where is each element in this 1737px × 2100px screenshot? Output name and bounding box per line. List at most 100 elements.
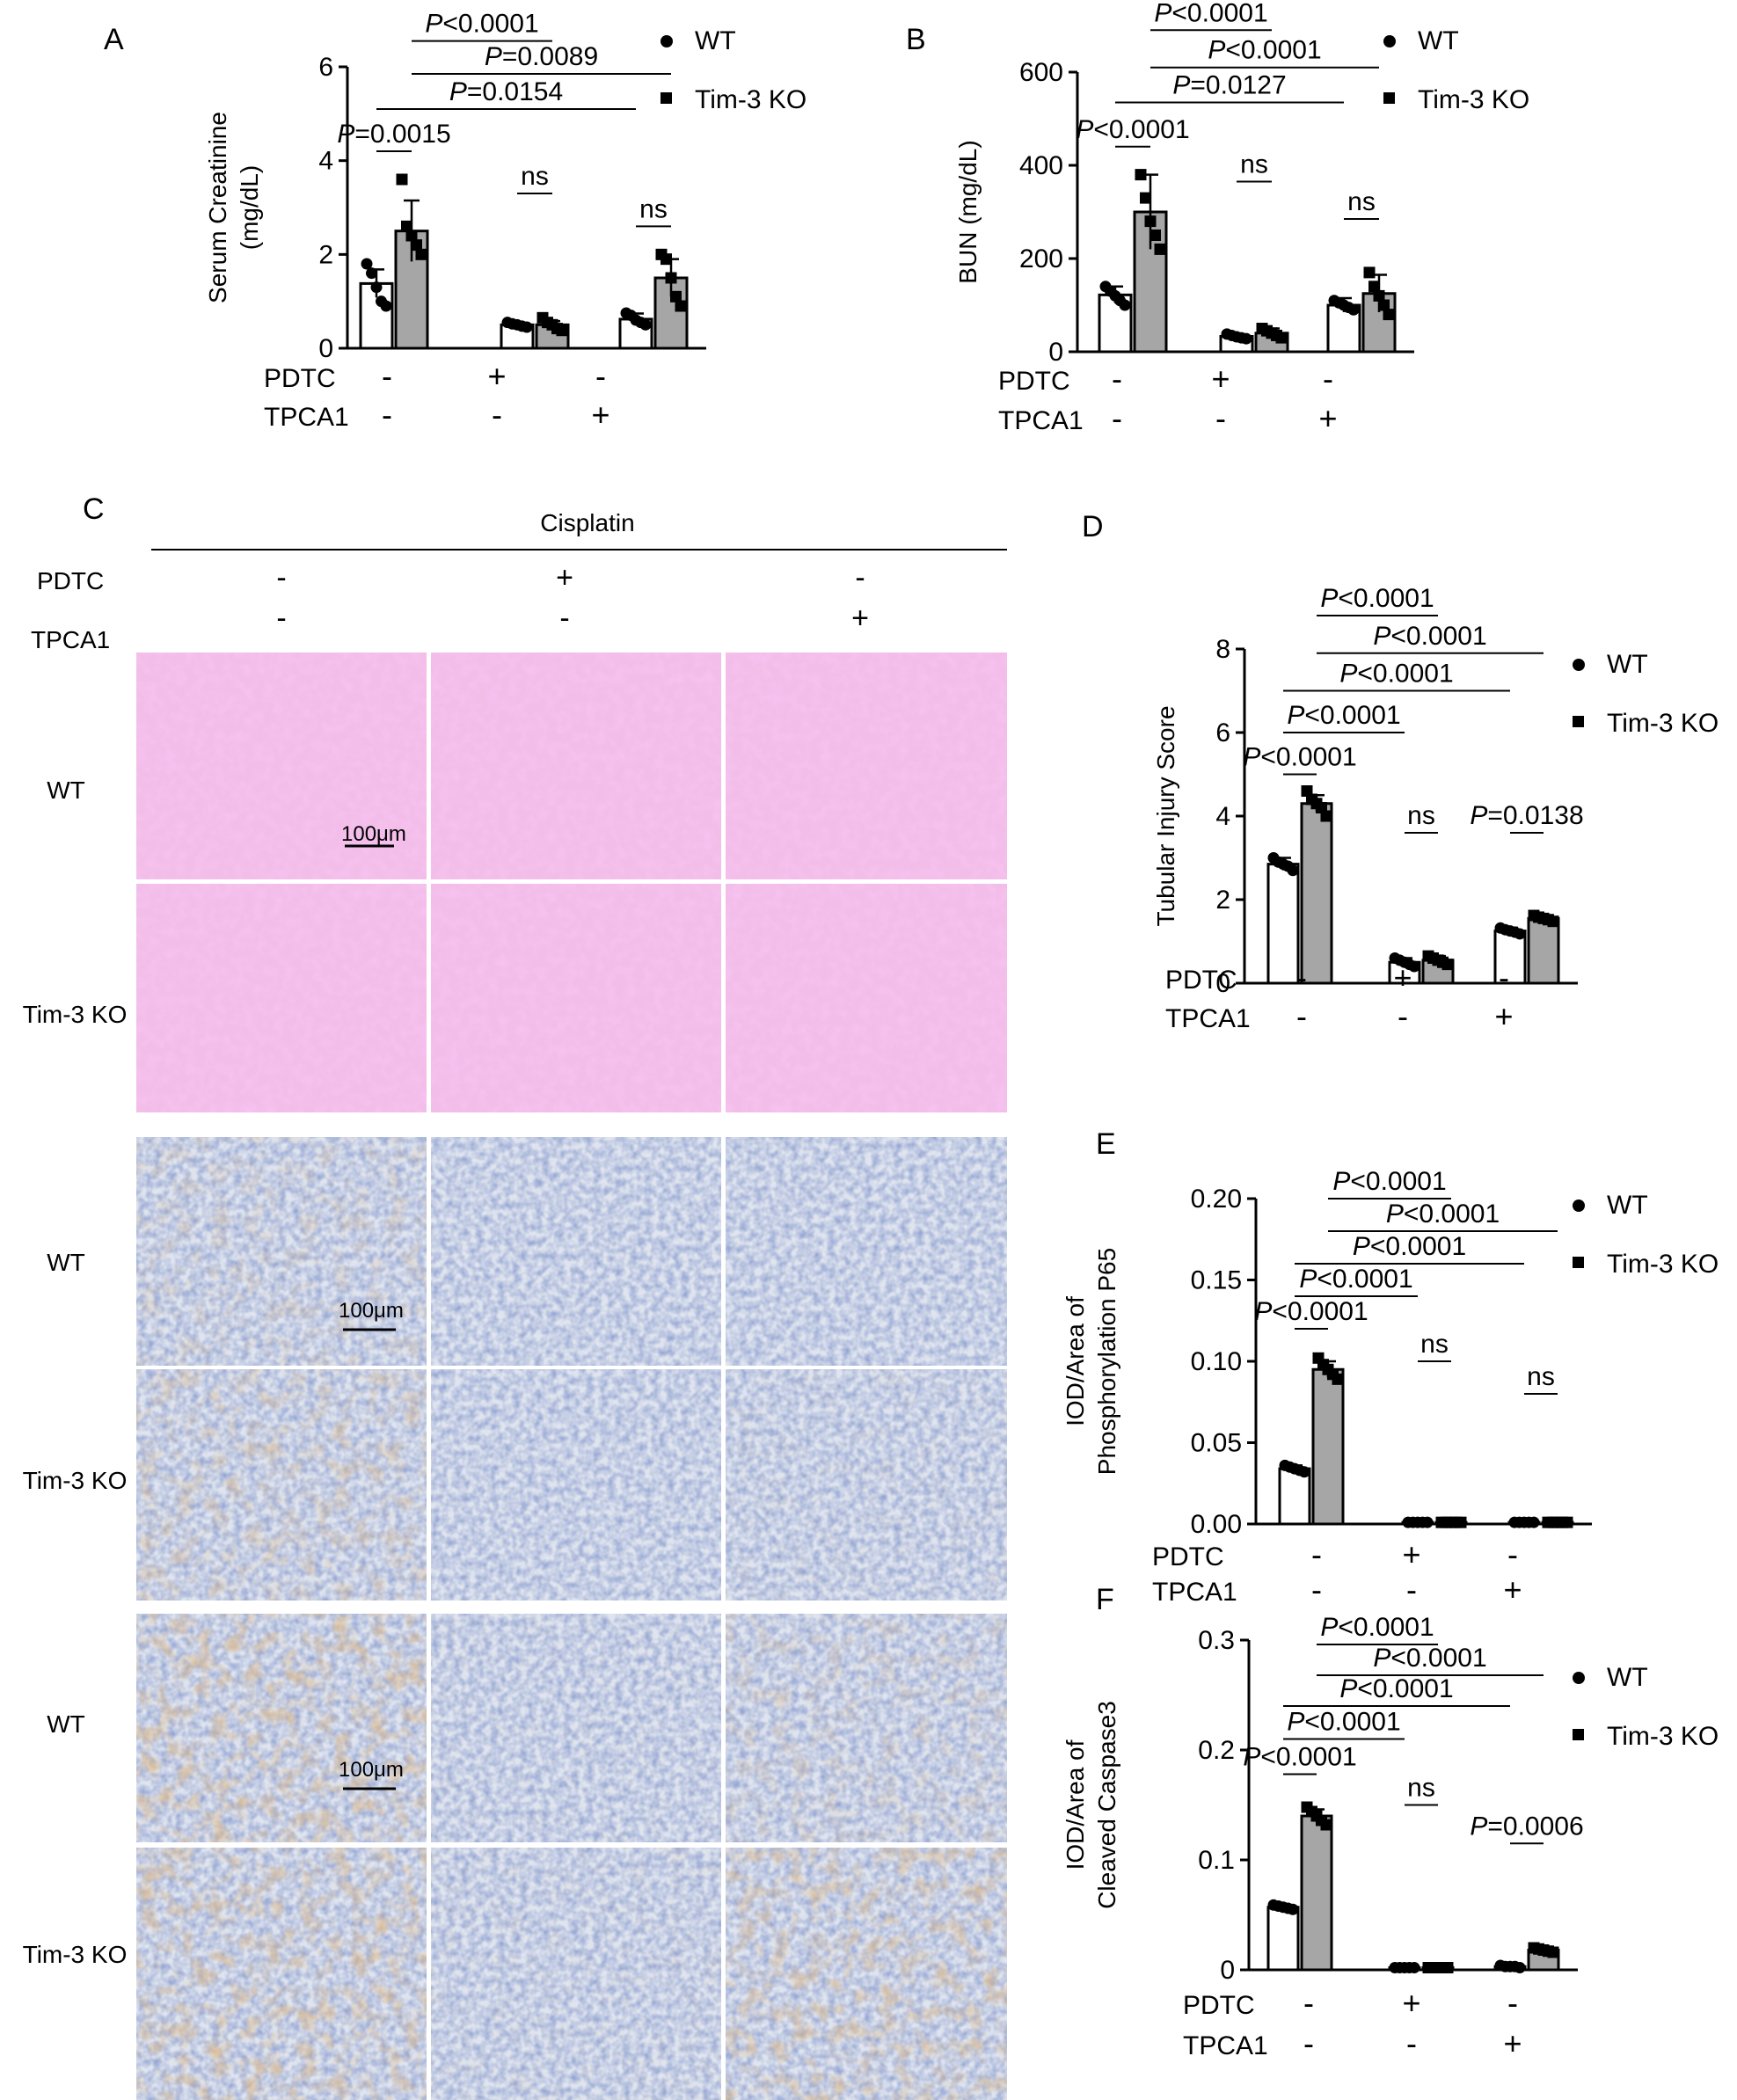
- data-point-tim3-ko: [1547, 1946, 1559, 1958]
- micrograph-tile: [726, 1137, 1007, 1366]
- data-point-tim3-ko: [556, 324, 568, 337]
- scale-bar-he-label: 100μm: [341, 822, 406, 846]
- data-point-wt: [521, 321, 533, 333]
- data-point-tim3-ko: [1561, 1516, 1573, 1528]
- y-tick-label: 0.3: [1198, 1626, 1235, 1655]
- data-point-wt: [380, 300, 392, 312]
- p-symbol: P: [337, 120, 354, 149]
- data-point-tim3-ko: [1373, 289, 1385, 302]
- scale-bar-he: 100μm: [341, 822, 406, 848]
- panel-label-a: A: [104, 23, 124, 56]
- y-tick-label: 6: [1215, 718, 1230, 747]
- p-value: ns: [1420, 1330, 1449, 1359]
- y-tick-label: 0.00: [1191, 1510, 1242, 1539]
- significance-label: P<0.0001: [1373, 622, 1486, 651]
- p-symbol: P: [1208, 36, 1225, 65]
- p-value: <0.0001: [442, 10, 538, 39]
- tile-dab-stain: [136, 1614, 427, 1842]
- p-symbol: P: [1299, 1265, 1317, 1294]
- panel-label-c: C: [83, 492, 105, 526]
- tile-dab-stain: [726, 1848, 1007, 2100]
- data-point-wt: [1119, 299, 1131, 311]
- significance-label: P<0.0001: [1287, 701, 1400, 730]
- pdtc-sign: -: [1323, 361, 1333, 397]
- data-point-wt: [1298, 1466, 1310, 1478]
- tile-dab-stain: [726, 1369, 1007, 1601]
- p-symbol: P: [1470, 801, 1487, 830]
- legend-label-wt: WT: [1607, 650, 1648, 679]
- p-symbol: P: [1320, 1613, 1338, 1642]
- p-symbol: P: [1254, 1297, 1272, 1326]
- p-value: <0.0001: [1338, 584, 1434, 613]
- data-point-tim3-ko: [396, 173, 408, 186]
- panel-label-f: F: [1096, 1583, 1114, 1616]
- data-point-wt: [366, 267, 377, 280]
- y-axis-label: Cleaved Caspase3: [1093, 1701, 1120, 1909]
- pdtc-sign: -: [1507, 1985, 1518, 2021]
- data-point-wt: [1408, 960, 1420, 973]
- legend-marker-wt: [1573, 1672, 1585, 1684]
- p-value: =0.0154: [467, 77, 563, 106]
- significance-label: P=0.0127: [1172, 70, 1286, 99]
- micrograph-tile: [136, 1614, 427, 1842]
- p-value: =0.0089: [502, 42, 598, 71]
- scale-bar-p65-label: 100μm: [339, 1299, 404, 1323]
- data-point-tim3-ko: [670, 290, 682, 303]
- pdtc-sign: -: [1303, 1985, 1314, 2021]
- p-value: ns: [639, 194, 668, 223]
- significance-label: P<0.0001: [1332, 1167, 1446, 1196]
- tile-texture: [431, 884, 721, 1112]
- pdtc-sign: -: [1507, 1536, 1518, 1572]
- p-symbol: P: [1287, 1708, 1304, 1737]
- treatment-label-pdtc: PDTC: [1165, 966, 1237, 995]
- significance-label: P<0.0001: [1373, 1644, 1486, 1673]
- panel-label-d: D: [1082, 510, 1104, 543]
- y-tick-label: 0: [318, 334, 333, 363]
- micrograph-tile: [136, 653, 427, 879]
- histology-panel: Cisplatin PDTC TPCA1 - + - - - + WT Tim-…: [23, 509, 1007, 2100]
- scale-bar-p65: 100μm: [339, 1299, 404, 1331]
- y-axis-label: BUN (mg/dL): [954, 140, 982, 283]
- treatment-label-pdtc: PDTC: [1183, 1991, 1255, 2020]
- significance-label: P<0.0001: [1076, 115, 1189, 144]
- tile-dab-stain: [726, 1614, 1007, 1842]
- y-tick-label: 0: [1048, 338, 1063, 367]
- significance-label: ns: [639, 194, 668, 223]
- data-point-tim3-ko: [1368, 281, 1380, 293]
- legend-label-tim3-ko: Tim-3 KO: [1607, 1250, 1719, 1279]
- micrograph-tile: [136, 1369, 427, 1601]
- p-value: ns: [1240, 150, 1268, 179]
- p-symbol: P: [1076, 115, 1093, 144]
- p-symbol: P: [485, 42, 502, 71]
- p-value: =0.0006: [1487, 1812, 1583, 1841]
- data-point-tim3-ko: [405, 230, 418, 242]
- legend-label-wt: WT: [1418, 26, 1459, 55]
- y-axis-label: Serum Creatinine: [204, 112, 231, 303]
- data-point-wt: [1287, 864, 1299, 877]
- p-value: <0.0001: [1338, 1613, 1434, 1642]
- data-point-tim3-ko: [1140, 192, 1151, 204]
- significance-label: P=0.0138: [1470, 801, 1583, 830]
- significance-label: P<0.0001: [1320, 1613, 1434, 1642]
- significance-label: P<0.0001: [1353, 1232, 1466, 1261]
- tpca1-sign: -: [1311, 1571, 1322, 1608]
- significance-label: ns: [1347, 187, 1376, 216]
- significance-label: ns: [1420, 1330, 1449, 1359]
- tpca1-sign: +: [591, 397, 609, 433]
- tpca1-sign: +: [1318, 400, 1337, 436]
- treatment-label-tpca1: TPCA1: [1152, 1578, 1237, 1607]
- data-point-tim3-ko: [660, 253, 672, 266]
- data-point-tim3-ko: [411, 239, 422, 252]
- micrograph-tile: [431, 653, 721, 879]
- y-tick-label: 4: [1215, 802, 1230, 831]
- tile-dab-stain: [431, 1848, 721, 2100]
- pdtc-sign: -: [1112, 361, 1122, 397]
- tpca1-sign: -: [1296, 998, 1307, 1034]
- micrograph-grid: [136, 653, 1007, 2100]
- tile-texture: [431, 1137, 721, 1366]
- tile-texture: [136, 653, 427, 879]
- data-point-tim3-ko: [1275, 332, 1288, 344]
- y-tick-label: 8: [1215, 635, 1230, 664]
- data-point-tim3-ko: [415, 248, 427, 260]
